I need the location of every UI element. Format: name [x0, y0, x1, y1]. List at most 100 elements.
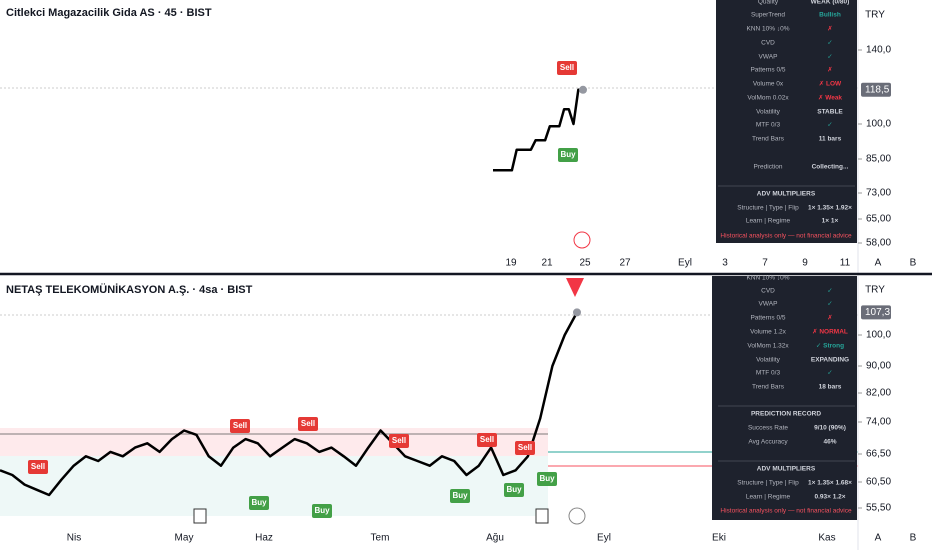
x-tick-label: 19: [505, 258, 517, 269]
x-tick-label: May: [175, 533, 194, 544]
y-tick-label: 100,0: [866, 119, 891, 130]
chart-title: NETAŞ TELEKOMÜNİKASYON A.Ş. · 4sa · BIST: [6, 283, 253, 296]
x-tick-label: Haz: [255, 533, 273, 544]
panel-value: ✓: [827, 122, 832, 129]
price-line: [0, 311, 579, 497]
signal-triangle: [566, 278, 584, 297]
panel-value: Collecting...: [812, 164, 849, 171]
signal-text: Sell: [233, 421, 247, 430]
y-tick-label: 73,00: [866, 188, 891, 199]
panel-value: ✗ Weak: [818, 95, 842, 102]
signal-label: [557, 61, 577, 75]
info-panel: [712, 276, 857, 520]
panel-notice: Historical analysis only — not financial…: [720, 233, 852, 240]
panel-value: ✓: [827, 288, 832, 295]
x-tick-label: 25: [579, 258, 591, 269]
panel-label: KNN 10% ↓0%: [747, 275, 790, 282]
panel-value: 9/10 (90%): [814, 425, 846, 432]
signal-text: Buy: [506, 485, 522, 494]
panel-label: Patterns 0/5: [750, 67, 785, 74]
signal-label: [389, 434, 409, 448]
panel-label: MTF 0/3: [756, 370, 781, 377]
last-price-dot: [579, 85, 587, 94]
panel-label: Structure | Type | Flip: [737, 205, 799, 212]
panel-label: Learn | Regime: [746, 218, 791, 225]
signal-label: [298, 417, 318, 431]
signal-text: Sell: [31, 462, 45, 471]
x-tick-label: 21: [541, 258, 553, 269]
signal-label: [312, 504, 332, 518]
x-tick-label: Tem: [371, 533, 390, 544]
panel-value: 0.93× 1.2×: [814, 494, 845, 501]
panel-value: 1× 1.35× 1.68×: [808, 480, 852, 487]
signal-label: [28, 460, 48, 474]
scale-button: A: [875, 533, 882, 544]
panel-label: Volatility: [756, 109, 781, 116]
panel-value: 11 bars: [819, 136, 842, 143]
panel-label: SuperTrend: [751, 12, 785, 19]
panel-label: Structure | Type | Flip: [737, 480, 799, 487]
y-tick-label: 140,0: [866, 45, 891, 56]
panel-label: Avg Accuracy: [748, 439, 788, 446]
y-tick-label: 74,00: [866, 417, 891, 428]
y-tick-label: 82,00: [866, 388, 891, 399]
panel-value: EXPANDING: [811, 357, 849, 364]
signal-text: Buy: [314, 506, 330, 515]
signal-text: Sell: [301, 419, 315, 428]
signal-label: [477, 433, 497, 447]
panel-label: VolMom 1.32x: [747, 343, 789, 350]
y-tick-label: 55,50: [866, 503, 891, 514]
panel-label: Volatility: [756, 357, 781, 364]
last-price-badge: [861, 82, 891, 97]
panel-value: ✓ Strong: [816, 343, 844, 350]
signal-text: Sell: [392, 436, 406, 445]
panel-label: MTF 0/3: [756, 122, 781, 129]
panel-label: VWAP: [759, 301, 778, 308]
price-line: [493, 88, 583, 172]
signal-label: [537, 472, 557, 486]
panel-value: 1× 1.35× 1.92×: [808, 205, 852, 212]
panel-heading: PREDICTION RECORD: [751, 411, 821, 418]
panel-value: ✗: [827, 67, 832, 74]
x-tick-label: 3: [722, 258, 728, 269]
scale-button: B: [910, 533, 917, 544]
chart-title: Citlekci Magazacilik Gida AS · 45 · BIST: [6, 7, 212, 19]
scale-button: A: [875, 258, 882, 269]
panel-value: WEAK (0/80): [811, 0, 850, 6]
panel-value: ✓: [827, 54, 832, 61]
scale-button: B: [910, 258, 917, 269]
panel-label: Patterns 0/5: [750, 315, 785, 322]
signal-text: Sell: [480, 435, 494, 444]
panel-value: ✓: [827, 301, 832, 308]
y-tick-label: 65,00: [866, 214, 891, 225]
x-tick-label: 27: [619, 258, 631, 269]
signal-label: [249, 496, 269, 510]
panel-label: Trend Bars: [752, 384, 785, 391]
panel-value: ✗: [827, 26, 832, 33]
panel-value: ✓: [827, 370, 832, 377]
signal-text: Buy: [560, 150, 576, 159]
signal-text: Sell: [560, 63, 574, 72]
last-price-dot: [573, 308, 581, 317]
panel-label: Learn | Regime: [746, 494, 791, 501]
panel-value: 46%: [823, 439, 836, 446]
panel-label: CVD: [761, 288, 775, 295]
event-marker: [535, 508, 549, 524]
signal-label: [515, 441, 535, 455]
y-tick-label: 58,00: [866, 238, 891, 249]
panel-heading: ADV MULTIPLIERS: [757, 191, 816, 198]
signal-label: [558, 148, 578, 162]
currency-label: TRY: [865, 285, 885, 296]
last-price-badge: [861, 305, 891, 320]
panel-label: Volume 0x: [753, 81, 784, 88]
signal-label: [230, 419, 250, 433]
x-tick-label: Eki: [712, 533, 726, 544]
panel-value: ✗ NORMAL: [812, 329, 848, 336]
resistance-band: [0, 428, 548, 456]
info-panel: [716, 0, 857, 243]
signal-text: Buy: [539, 474, 555, 483]
y-tick-label: 66,50: [866, 449, 891, 460]
panel-notice: Historical analysis only — not financial…: [720, 508, 852, 515]
signal-label: [450, 489, 470, 503]
y-tick-label: 60,50: [866, 477, 891, 488]
